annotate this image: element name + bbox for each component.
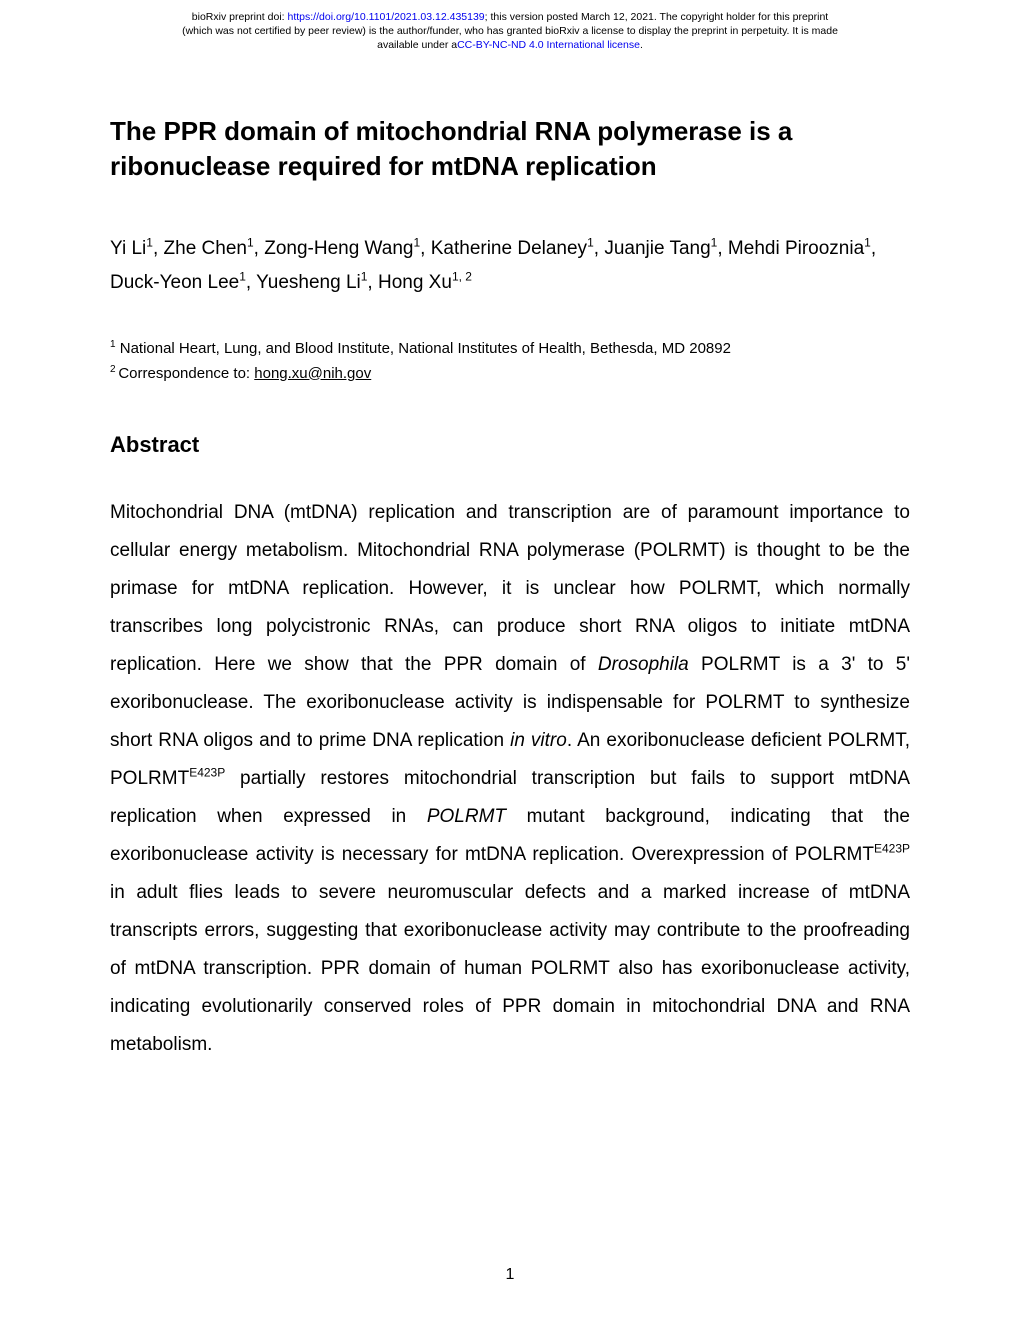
affil-sup: 1 [239, 270, 246, 284]
page-content: The PPR domain of mitochondrial RNA poly… [0, 59, 1020, 1064]
author: Hong Xu [378, 272, 452, 293]
superscript: E423P [189, 765, 225, 779]
correspondence: 2 Correspondence to: hong.xu@nih.gov [110, 364, 910, 382]
header-line2: (which was not certified by peer review)… [182, 25, 838, 37]
header-line3-suffix: . [640, 39, 643, 51]
author: Yuesheng Li [256, 272, 361, 293]
doi-link[interactable]: https://doi.org/10.1101/2021.03.12.43513… [288, 11, 485, 23]
affil-sup: 1, 2 [452, 270, 472, 284]
page-number: 1 [0, 1266, 1020, 1284]
superscript: E423P [874, 841, 910, 855]
header-text-prefix: bioRxiv preprint doi: [192, 11, 288, 23]
italic-term: POLRMT [427, 806, 506, 827]
affil-sup: 1 [587, 235, 594, 249]
header-text-suffix: ; this version posted March 12, 2021. Th… [485, 11, 829, 23]
preprint-header: bioRxiv preprint doi: https://doi.org/10… [0, 0, 1020, 59]
license-link[interactable]: CC-BY-NC-ND 4.0 International license [457, 39, 640, 51]
abstract-text: in adult flies leads to severe neuromusc… [110, 882, 910, 1055]
affil-sup: 1 [247, 235, 254, 249]
author: Mehdi Pirooznia [728, 238, 864, 259]
author: Yi Li [110, 238, 146, 259]
abstract-text: Mitochondrial DNA (mtDNA) replication an… [110, 502, 910, 675]
correspondence-email[interactable]: hong.xu@nih.gov [254, 365, 371, 382]
abstract-body: Mitochondrial DNA (mtDNA) replication an… [110, 494, 910, 1064]
author: Zhe Chen [164, 238, 247, 259]
affil-sup: 1 [146, 235, 153, 249]
author: Juanjie Tang [604, 238, 710, 259]
author: Zong-Heng Wang [264, 238, 413, 259]
affil-sup: 1 [361, 270, 368, 284]
abstract-heading: Abstract [110, 432, 910, 458]
author: Katherine Delaney [431, 238, 587, 259]
author-list: Yi Li1, Zhe Chen1, Zong-Heng Wang1, Kath… [110, 232, 910, 300]
header-line3-prefix: available under a [377, 39, 457, 51]
affil-sup: 1 [864, 235, 871, 249]
affiliation: 1 National Heart, Lung, and Blood Instit… [110, 336, 910, 362]
italic-term: Drosophila [598, 654, 689, 675]
paper-title: The PPR domain of mitochondrial RNA poly… [110, 114, 910, 184]
author: Duck-Yeon Lee [110, 272, 239, 293]
affil-sup: 1 [413, 235, 420, 249]
affiliation-text: National Heart, Lung, and Blood Institut… [116, 340, 731, 357]
italic-term: in vitro [510, 730, 567, 751]
correspondence-label: Correspondence to: [118, 365, 254, 382]
affil-sup: 1 [711, 235, 718, 249]
